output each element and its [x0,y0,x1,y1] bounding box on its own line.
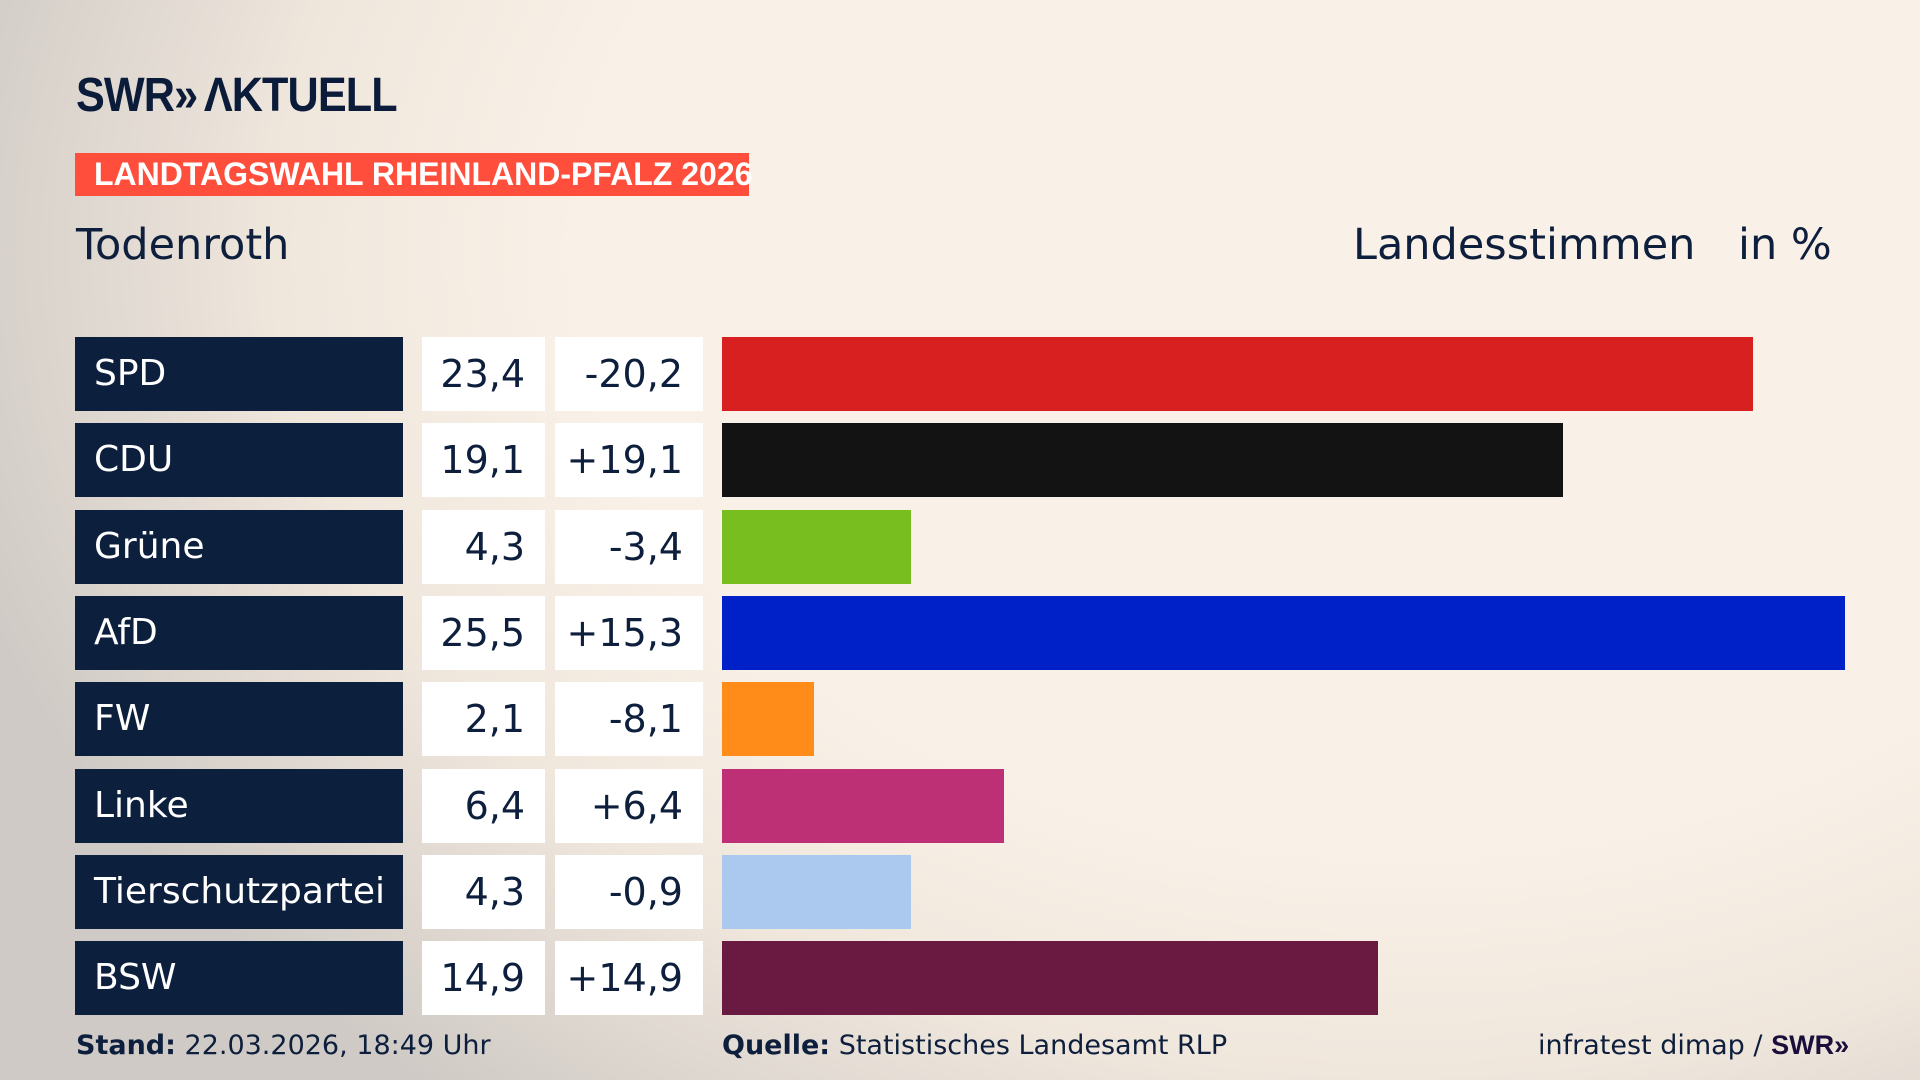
vote-share: 2,1 [422,682,545,757]
party-row: FW 2,1 -8,1 [0,682,1920,757]
party-name: BSW [75,941,403,1016]
vote-change: -8,1 [555,682,703,757]
vote-change: -20,2 [555,337,703,411]
party-row: CDU 19,1 +19,1 [0,423,1920,498]
vote-share: 14,9 [422,941,545,1016]
vote-share: 4,3 [422,854,545,929]
swr-aktuell-logo: SWR» ΛKTUELL [76,69,398,122]
party-name: AfD [75,595,403,670]
bar [722,509,912,584]
vote-share: 25,5 [422,595,545,670]
vote-change: -3,4 [555,509,703,584]
vote-share: 23,4 [422,337,545,411]
party-name: Linke [75,768,403,843]
vote-share: 6,4 [422,768,545,843]
stand-label: Stand: [76,1030,176,1061]
credit-text: infratest dimap / [1538,1030,1763,1061]
vote-change: +14,9 [555,941,703,1016]
party-name: Grüne [75,509,403,584]
vote-change: +19,1 [555,423,703,498]
swr-logo: SWR» [1771,1030,1849,1060]
election-banner: LANDTAGSWAHL RHEINLAND-PFALZ 2026 [75,153,752,196]
bar [722,854,912,929]
vote-change: +6,4 [555,768,703,843]
vote-share: 4,3 [422,509,545,584]
source-value: Statistisches Landesamt RLP [838,1030,1228,1061]
bar [722,682,815,757]
stand-value: 22.03.2026, 18:49 Uhr [184,1030,491,1061]
party-row: BSW 14,9 +14,9 [0,941,1920,1016]
party-row: Linke 6,4 +6,4 [0,768,1920,843]
bar [722,768,1004,843]
party-row: Grüne 4,3 -3,4 [0,509,1920,584]
credit: infratest dimap / SWR» [1538,1030,1849,1061]
bar [722,423,1564,498]
measure-label: Landesstimmen [1353,220,1696,270]
vote-change: +15,3 [555,595,703,670]
party-row: Tierschutzpartei 4,3 -0,9 [0,854,1920,929]
source-label: Quelle: [722,1030,831,1061]
vote-share: 19,1 [422,423,545,498]
source: Quelle: Statistisches Landesamt RLP [722,1030,1227,1061]
bar [722,337,1753,411]
party-row: SPD 23,4 -20,2 [0,337,1920,411]
unit-label: in % [1738,220,1832,270]
party-name: FW [75,682,403,757]
party-row: AfD 25,5 +15,3 [0,595,1920,670]
timestamp: Stand: 22.03.2026, 18:49 Uhr [76,1030,491,1061]
bar [722,941,1379,1016]
bar [722,595,1845,670]
place-title: Todenroth [76,220,290,270]
vote-change: -0,9 [555,854,703,929]
party-name: CDU [75,423,403,498]
party-name: Tierschutzpartei [75,854,403,929]
party-name: SPD [75,337,403,411]
